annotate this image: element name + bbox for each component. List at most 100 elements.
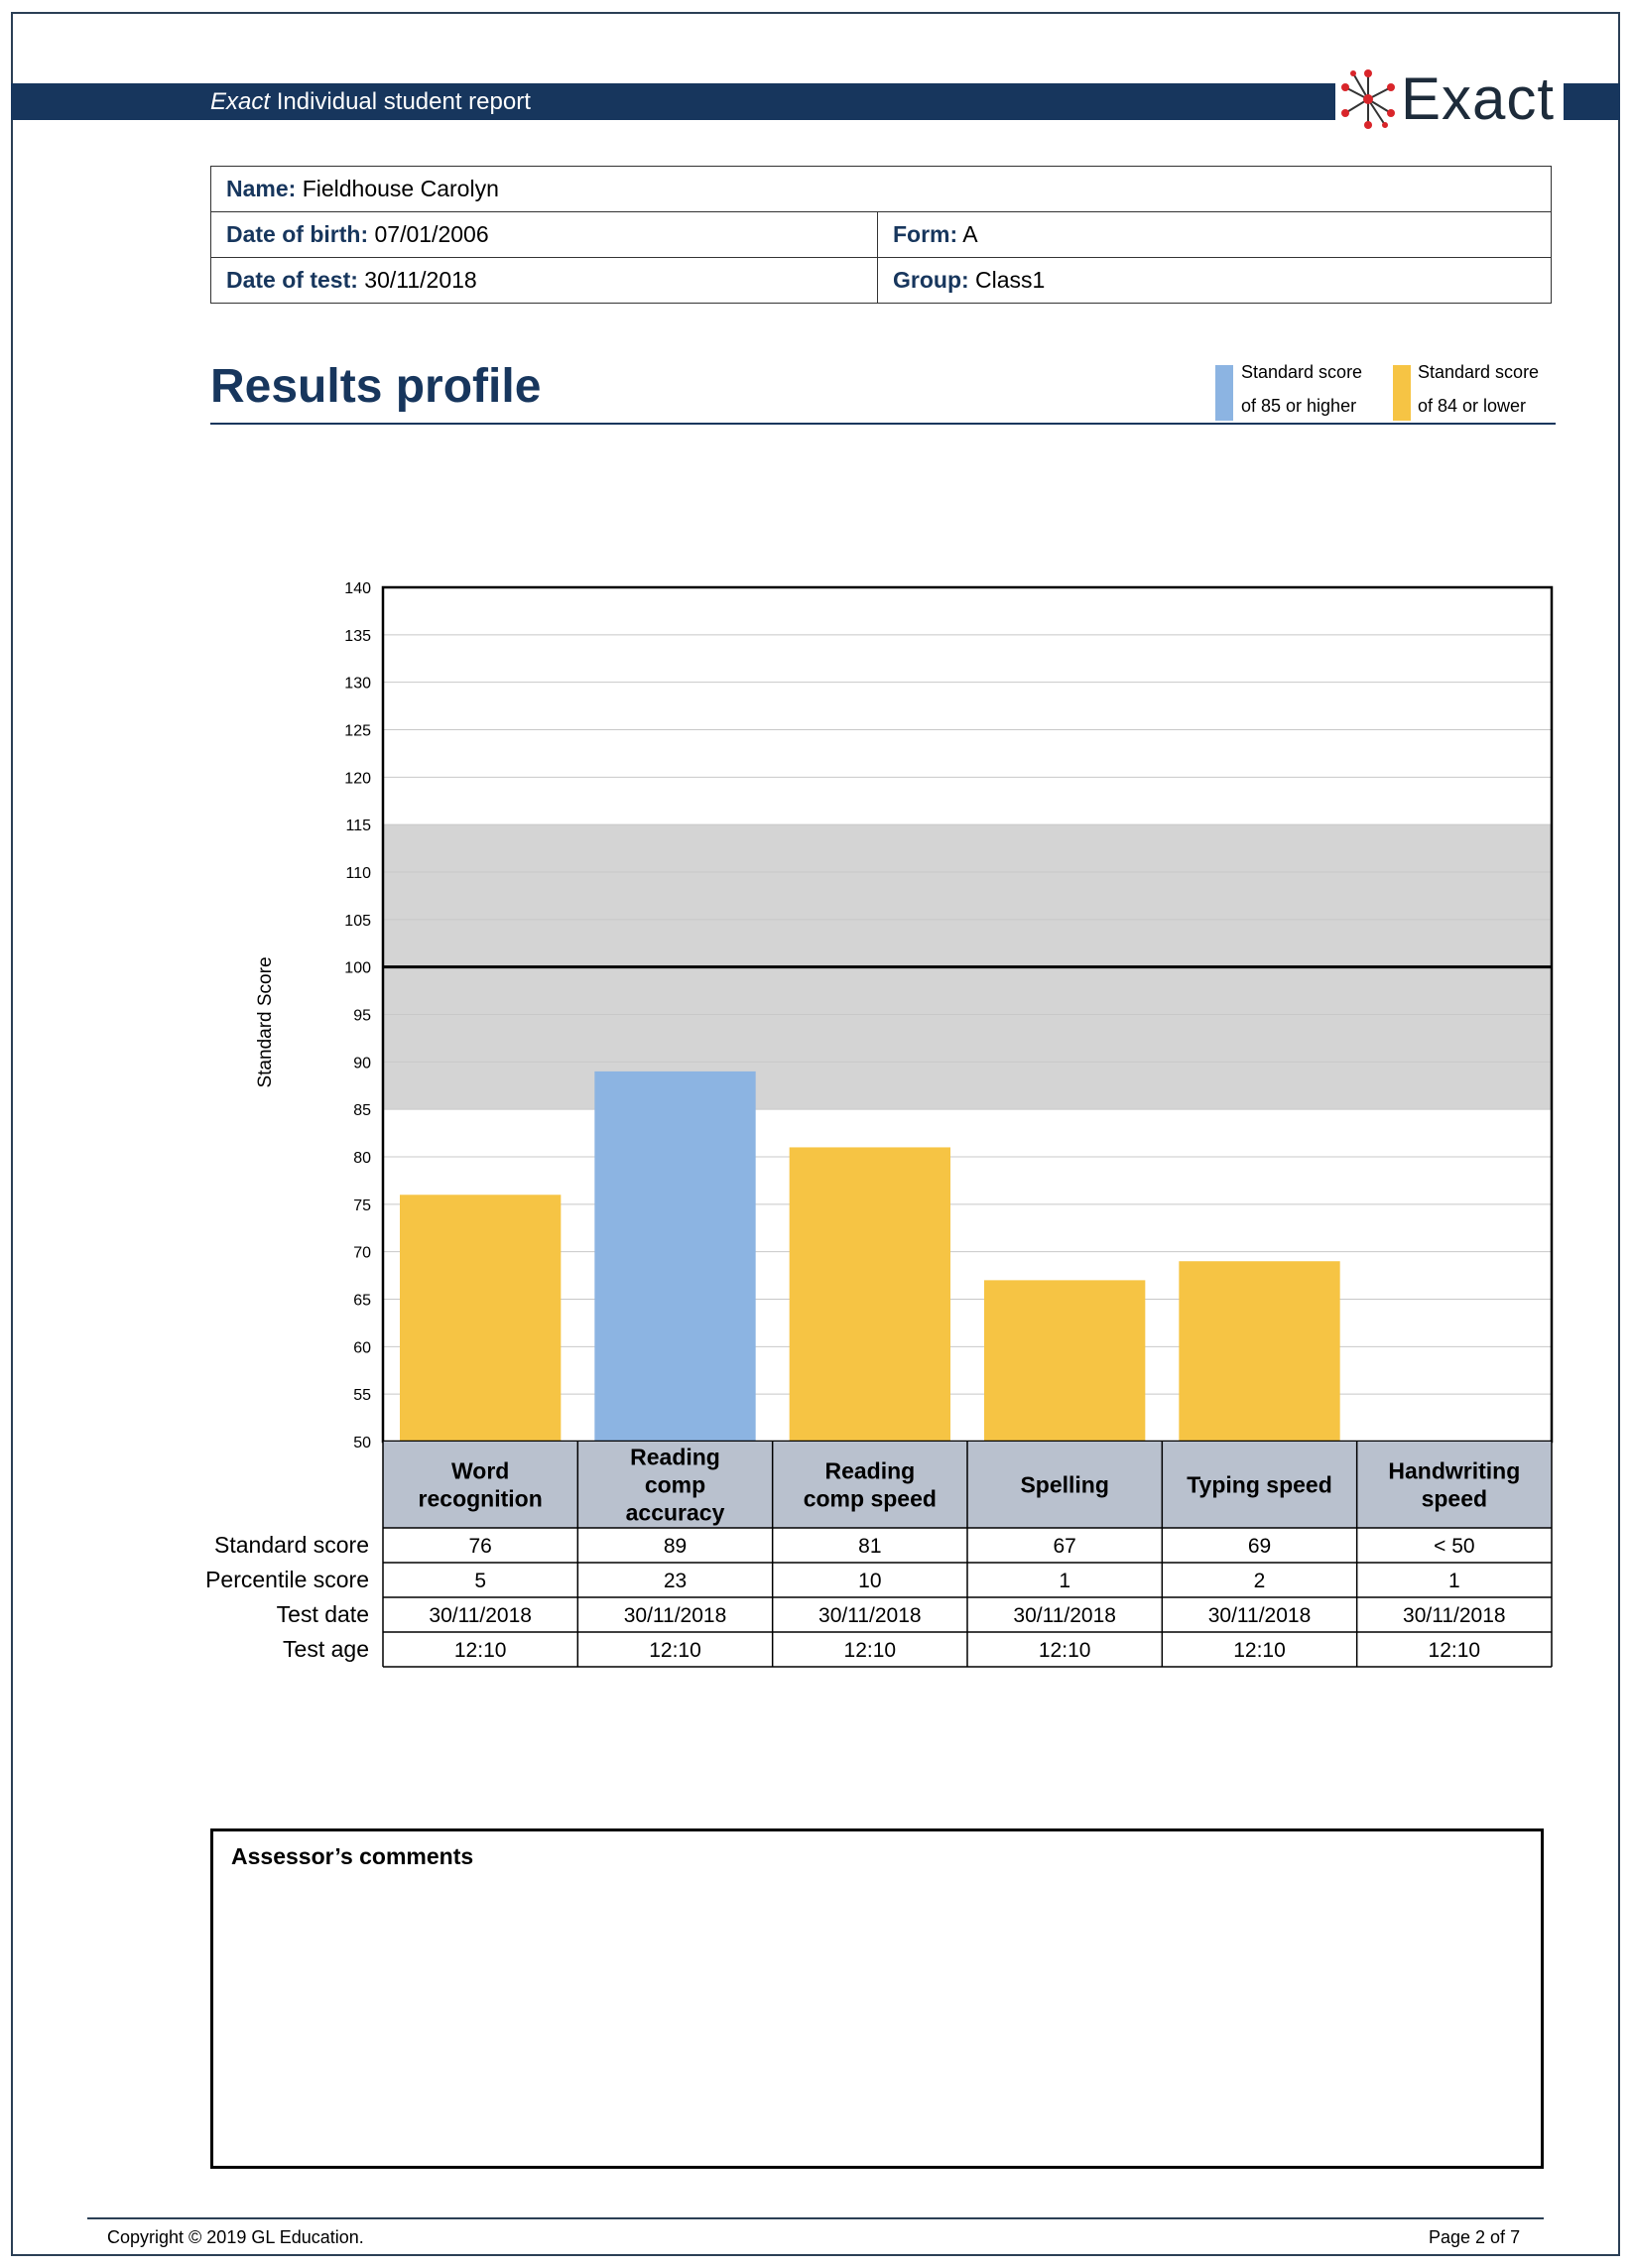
assessor-comments-title: Assessor’s comments xyxy=(231,1843,474,1869)
category-label: accuracy xyxy=(626,1500,725,1526)
name-cell: Name: Fieldhouse Carolyn xyxy=(210,166,1552,212)
category-label: recognition xyxy=(419,1486,543,1512)
y-tick-label: 125 xyxy=(344,723,371,740)
report-title: Exact Individual student report xyxy=(210,85,531,118)
score-cell: 1 xyxy=(1448,1570,1460,1592)
footer-page-number: Page 2 of 7 xyxy=(1429,2227,1521,2247)
group-label: Group: xyxy=(893,267,969,293)
y-tick-label: 130 xyxy=(344,676,371,693)
score-cell: 30/11/2018 xyxy=(624,1604,727,1627)
assessor-comments-box[interactable]: Assessor’s comments xyxy=(210,1828,1544,2169)
bar xyxy=(400,1195,562,1442)
form-cell: Form: A xyxy=(877,211,1552,258)
legend-swatch-low xyxy=(1393,365,1411,421)
y-tick-label: 110 xyxy=(345,865,371,882)
bar xyxy=(594,1071,756,1442)
info-row-test: Date of test: 30/11/2018 Group: Class1 xyxy=(210,257,1552,304)
score-cell: 12:10 xyxy=(844,1639,897,1662)
group-cell: Group: Class1 xyxy=(877,257,1552,304)
group-value: Class1 xyxy=(975,267,1046,293)
y-tick-label: 90 xyxy=(353,1055,371,1071)
header-bar-end xyxy=(1564,83,1620,120)
dob-cell: Date of birth: 07/01/2006 xyxy=(210,211,878,258)
category-label: Word xyxy=(451,1458,509,1484)
score-cell: 81 xyxy=(858,1535,881,1558)
score-row-label: Standard score xyxy=(214,1532,369,1558)
test-date-label: Date of test: xyxy=(226,267,358,293)
y-tick-label: 65 xyxy=(353,1293,371,1310)
student-name: Fieldhouse Carolyn xyxy=(302,176,499,201)
score-row-label: Test age xyxy=(283,1636,369,1662)
exact-logo: Exact xyxy=(1335,63,1564,135)
category-label: Typing speed xyxy=(1187,1472,1332,1498)
score-cell: 69 xyxy=(1248,1535,1271,1558)
name-label: Name: xyxy=(226,176,297,201)
legend-low-line1: Standard score xyxy=(1418,362,1540,382)
legend-swatch-high xyxy=(1215,365,1233,421)
dob-label: Date of birth: xyxy=(226,221,369,247)
score-row-label: Percentile score xyxy=(205,1567,369,1592)
dob-value: 07/01/2006 xyxy=(374,221,489,247)
y-tick-label: 80 xyxy=(353,1150,371,1167)
y-tick-label: 70 xyxy=(353,1245,371,1262)
y-tick-label: 100 xyxy=(344,960,371,977)
score-cell: 12:10 xyxy=(649,1639,701,1662)
score-cell: 30/11/2018 xyxy=(1403,1604,1506,1627)
score-cell: 10 xyxy=(858,1570,881,1592)
test-date-value: 30/11/2018 xyxy=(364,267,477,293)
legend-high-line1: Standard score xyxy=(1241,362,1363,382)
category-label: comp xyxy=(645,1472,705,1498)
legend-low-text: Standard score of 84 or lower xyxy=(1418,355,1539,423)
legend-low-line2: of 84 or lower xyxy=(1418,396,1527,416)
y-tick-label: 115 xyxy=(345,818,371,834)
score-cell: < 50 xyxy=(1434,1535,1474,1558)
heading-rule xyxy=(210,423,1556,425)
logo-wordmark: Exact xyxy=(1401,65,1556,132)
y-tick-label: 120 xyxy=(344,770,371,787)
legend-high-line2: of 85 or higher xyxy=(1241,396,1357,416)
y-tick-label: 60 xyxy=(353,1339,371,1356)
y-tick-label: 55 xyxy=(353,1387,371,1404)
category-label: speed xyxy=(1422,1486,1487,1512)
y-tick-label: 140 xyxy=(344,580,371,597)
student-info-table: Name: Fieldhouse Carolyn Date of birth: … xyxy=(210,166,1552,304)
category-label: Reading xyxy=(824,1458,915,1484)
score-cell: 67 xyxy=(1053,1535,1075,1558)
footer-copyright: Copyright © 2019 GL Education. xyxy=(107,2227,364,2247)
bar xyxy=(789,1147,950,1442)
y-tick-label: 135 xyxy=(344,628,371,645)
score-cell: 5 xyxy=(474,1570,486,1592)
score-cell: 76 xyxy=(468,1535,491,1558)
info-row-name: Name: Fieldhouse Carolyn xyxy=(210,166,1552,212)
results-chart: 5055606570758085909510010511011512012513… xyxy=(205,580,1554,1668)
score-cell: 30/11/2018 xyxy=(429,1604,532,1627)
category-label: Handwriting xyxy=(1388,1458,1520,1484)
score-cell: 89 xyxy=(664,1535,687,1558)
score-cell: 30/11/2018 xyxy=(818,1604,922,1627)
category-label: Reading xyxy=(630,1445,720,1470)
y-tick-label: 75 xyxy=(353,1197,371,1214)
y-tick-label: 85 xyxy=(353,1102,371,1119)
results-heading: Results profile xyxy=(210,360,542,413)
score-cell: 1 xyxy=(1059,1570,1070,1592)
score-cell: 23 xyxy=(664,1570,687,1592)
score-cell: 12:10 xyxy=(1039,1639,1091,1662)
test-date-cell: Date of test: 30/11/2018 xyxy=(210,257,878,304)
category-label: comp speed xyxy=(804,1486,937,1512)
score-cell: 12:10 xyxy=(1429,1639,1481,1662)
y-tick-label: 95 xyxy=(353,1008,371,1025)
score-cell: 12:10 xyxy=(454,1639,507,1662)
form-value: A xyxy=(962,221,978,247)
report-title-product: Exact xyxy=(210,88,271,115)
category-label: Spelling xyxy=(1020,1472,1108,1498)
header-bar xyxy=(11,83,1335,120)
legend-high-text: Standard score of 85 or higher xyxy=(1241,355,1362,423)
y-tick-label: 105 xyxy=(344,913,371,930)
y-tick-label: 50 xyxy=(353,1435,371,1451)
form-label: Form: xyxy=(893,221,958,247)
score-cell: 30/11/2018 xyxy=(1013,1604,1116,1627)
bar xyxy=(1179,1261,1340,1442)
score-cell: 30/11/2018 xyxy=(1208,1604,1312,1627)
page-frame xyxy=(11,12,1620,2256)
y-axis-label: Standard Score xyxy=(255,956,276,1087)
